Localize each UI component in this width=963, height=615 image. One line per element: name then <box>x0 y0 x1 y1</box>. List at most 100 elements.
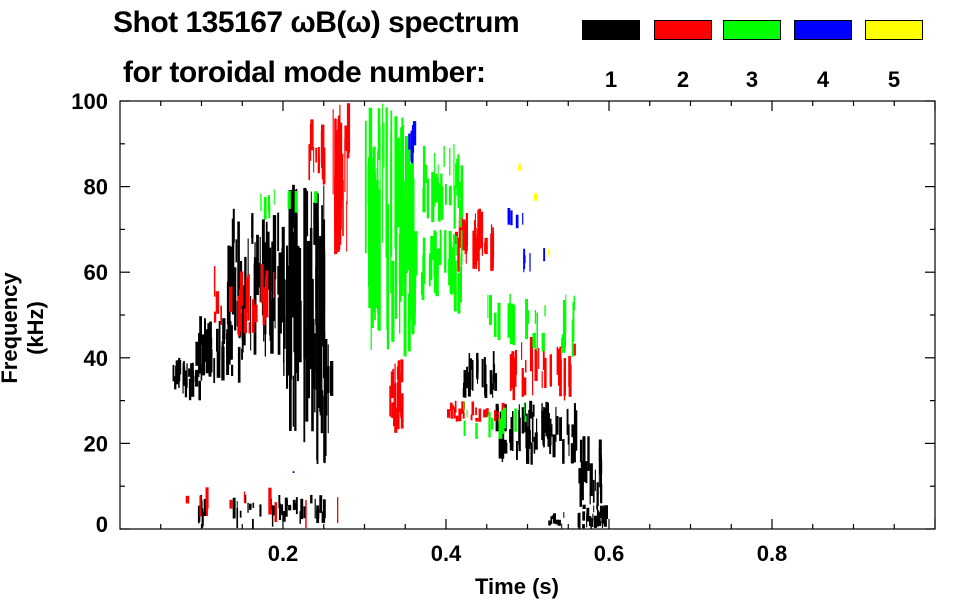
spectrum-streak <box>284 279 286 349</box>
spectrum-streak <box>294 279 297 431</box>
spectrum-streak <box>501 420 505 459</box>
spectrum-streak <box>465 226 468 252</box>
spectrum-streak <box>306 191 309 237</box>
spectrum-streak <box>457 273 461 314</box>
spectrum-streak <box>190 363 193 379</box>
spectrum-streak <box>265 221 268 314</box>
spectrum-streak <box>566 408 569 435</box>
spectrum-streak <box>558 348 562 386</box>
spectrum-streak <box>441 186 444 220</box>
spectrum-streak <box>260 193 262 212</box>
spectrum-streak <box>469 367 472 390</box>
spectrum-streak <box>424 164 428 184</box>
spectrum-streak <box>319 495 323 513</box>
spectrum-streak <box>308 144 310 181</box>
spectrum-streak <box>346 200 348 252</box>
spectrum-streak <box>601 507 605 524</box>
series-mode-5 <box>517 163 550 257</box>
spectrum-streak <box>299 511 301 524</box>
spectrum-streak <box>399 152 402 302</box>
spectrum-streak <box>411 278 415 335</box>
spectrum-streak <box>226 334 230 375</box>
spectrum-streak <box>591 518 594 527</box>
spectrum-streak <box>408 133 411 150</box>
spectrum-streak <box>303 187 307 360</box>
spectrum-streak <box>292 499 296 511</box>
spectrum-streak <box>216 351 220 378</box>
spectrum-streak <box>244 256 247 289</box>
spectrum-streak <box>544 305 546 317</box>
spectrum-streak <box>305 189 307 358</box>
spectrum-streak <box>368 157 372 287</box>
spectrum-streak <box>436 178 439 203</box>
spectrum-streak <box>543 406 545 448</box>
spectrum-streak <box>247 274 250 321</box>
spectrum-streak <box>445 184 447 205</box>
spectrum-streak <box>226 281 229 325</box>
spectrum-streak <box>337 497 339 524</box>
spectrum-streak <box>511 351 515 389</box>
spectrum-streak <box>561 334 566 353</box>
spectrum-streak <box>192 362 194 387</box>
spectrum-streak <box>439 229 442 265</box>
spectrum-streak <box>552 434 556 458</box>
spectrum-streak <box>238 289 242 332</box>
spectrum-streak <box>320 390 324 434</box>
spectrum-streak <box>280 255 284 288</box>
spectrum-streak <box>499 427 503 439</box>
spectrum-streak <box>195 369 199 387</box>
spectrum-streak <box>453 144 455 191</box>
spectrum-streak <box>422 187 426 213</box>
spectrum-streak <box>549 354 552 387</box>
spectrum-streak <box>297 289 300 382</box>
spectrum-streak <box>598 512 601 523</box>
spectrum-streak <box>477 210 481 250</box>
spectrum-streak <box>399 253 401 334</box>
spectrum-streak <box>337 162 340 252</box>
spectrum-streak <box>318 158 320 173</box>
spectrum-streak <box>316 505 320 523</box>
spectrum-streak <box>247 502 249 513</box>
spectrum-streak <box>291 189 293 300</box>
spectrum-streak <box>594 469 596 492</box>
spectrum-streak <box>184 370 188 398</box>
spectrum-streak <box>389 385 392 417</box>
spectrum-streak <box>458 408 462 422</box>
spectrum-streak <box>454 400 457 413</box>
spectrum-streak <box>544 357 547 388</box>
spectrum-streak <box>475 422 478 439</box>
spectrum-streak <box>492 383 494 398</box>
spectrum-streak <box>437 183 441 222</box>
spectrum-streak <box>263 197 267 220</box>
spectrum-streak <box>391 402 395 419</box>
spectrum-streak <box>379 126 381 196</box>
spectrum-streak <box>402 231 406 275</box>
spectrum-streak <box>512 304 516 346</box>
spectrum-streak <box>307 273 310 369</box>
spectrum-streak <box>580 473 584 501</box>
x-tick-label: 0.8 <box>757 541 788 566</box>
spectrum-streak <box>260 264 264 304</box>
spectrum-streak <box>243 491 246 504</box>
spectrum-streak <box>199 495 201 517</box>
spectrum-streak <box>205 338 209 374</box>
spectrum-streak <box>582 504 586 509</box>
spectrum-streak <box>534 310 537 324</box>
spectrum-streak <box>205 487 209 509</box>
spectrum-streak <box>534 348 538 381</box>
spectrum-streak <box>579 439 583 463</box>
spectrum-streak <box>512 411 514 451</box>
spectrum-streak <box>589 463 593 496</box>
series-mode-3 <box>260 103 575 439</box>
spectrum-streak <box>397 137 400 228</box>
legend-label-5: 5 <box>887 67 901 92</box>
spectrum-streak <box>280 263 283 323</box>
spectrum-streak <box>597 506 599 512</box>
spectrum-streak <box>532 333 536 348</box>
spectrum-streak <box>319 348 322 416</box>
spectrum-streak <box>434 173 438 203</box>
spectrum-streak <box>524 255 526 264</box>
spectrum-streak <box>259 504 262 517</box>
spectrum-streak <box>294 190 297 213</box>
spectrum-streak <box>563 512 565 518</box>
